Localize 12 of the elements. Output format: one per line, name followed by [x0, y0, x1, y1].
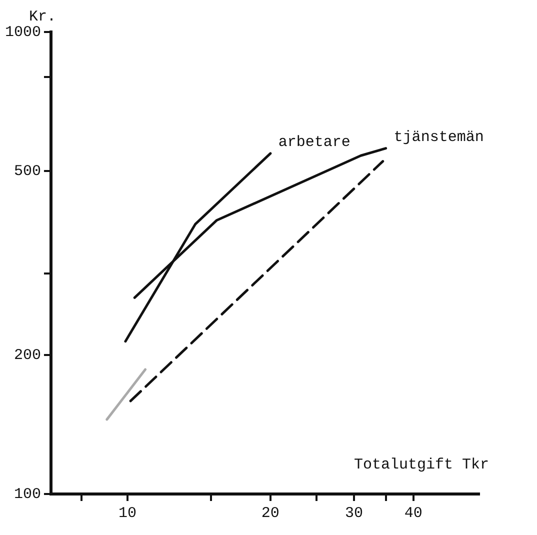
series-label: arbetare: [278, 134, 350, 151]
x-tick-label: 20: [261, 504, 280, 522]
series-label: tjänstemän: [394, 128, 484, 146]
x-axis-title: Totalutgift Tkr: [354, 456, 489, 474]
x-tick-label: 10: [118, 504, 137, 522]
y-tick-label: 100: [14, 486, 42, 503]
y-axis-title: Kr.: [29, 8, 56, 26]
y-tick-label: 1000: [4, 24, 42, 41]
x-tick-label: 40: [404, 504, 422, 522]
y-tick-label: 200: [14, 346, 42, 364]
y-tick-label: 500: [14, 163, 42, 180]
x-tick-label: 30: [345, 504, 364, 522]
